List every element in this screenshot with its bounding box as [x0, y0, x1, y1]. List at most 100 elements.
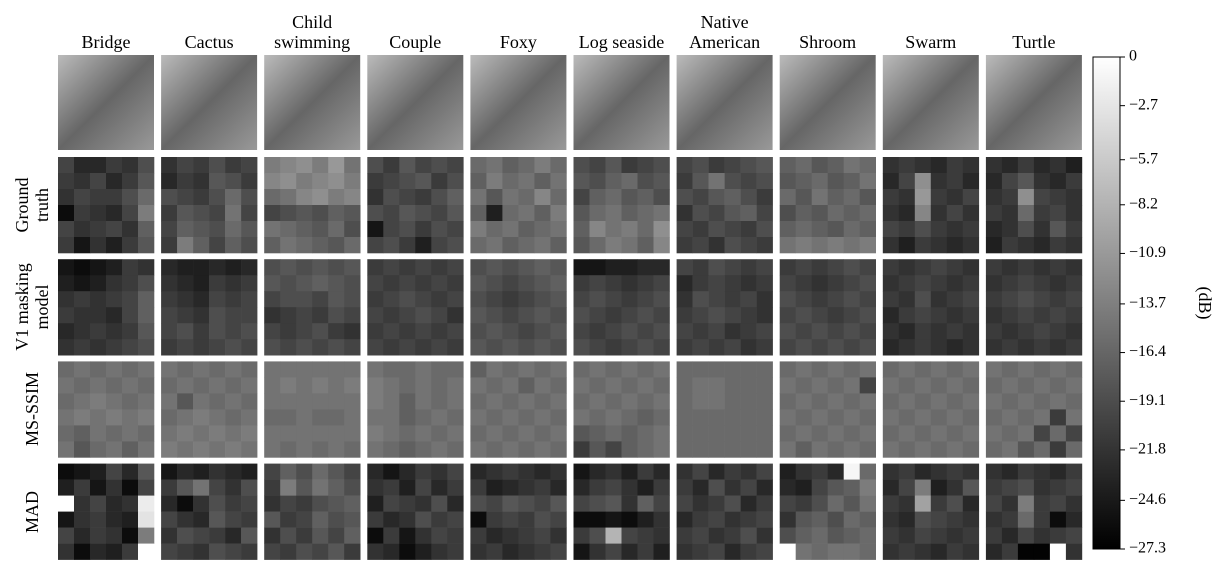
heatmap-cell	[931, 307, 947, 323]
heatmap-cell	[328, 339, 344, 355]
heatmap-cell	[828, 237, 844, 253]
heatmap-cell	[122, 259, 138, 275]
heatmap-cell	[844, 425, 860, 441]
heatmap-cell	[860, 339, 876, 355]
heatmap-cell	[106, 528, 122, 544]
heatmap-cell	[264, 496, 280, 512]
heatmap-cell	[812, 323, 828, 339]
heatmap-cell	[915, 221, 931, 237]
heatmap-cell	[1002, 275, 1018, 291]
figure: (dB) 0−2.7−5.7−8.2−10.9−13.7−16.4−19.1−2…	[0, 0, 1221, 562]
heatmap-cell	[470, 361, 486, 377]
heatmap-cell	[622, 425, 638, 441]
heatmap-cell	[209, 189, 225, 205]
heatmap-cell	[757, 544, 773, 560]
heatmap-cell	[931, 339, 947, 355]
heatmap-cell	[741, 425, 757, 441]
heatmap-cell	[844, 544, 860, 560]
heatmap-cell	[844, 496, 860, 512]
heatmap-cell	[1066, 339, 1082, 355]
heatmap-cell	[1018, 393, 1034, 409]
heatmap-cell	[1002, 323, 1018, 339]
heatmap-cell	[367, 189, 383, 205]
heatmap-cell	[606, 259, 622, 275]
heatmap-cell	[344, 221, 360, 237]
heatmap-cell	[264, 291, 280, 307]
heatmap-cell	[677, 157, 693, 173]
heatmap-cell	[225, 528, 241, 544]
heatmap-cell	[431, 157, 447, 173]
heatmap-cell	[241, 361, 257, 377]
heatmap-cell	[280, 259, 296, 275]
heatmap-cell	[122, 307, 138, 323]
heatmap-cell	[399, 425, 415, 441]
heatmap-cell	[931, 291, 947, 307]
heatmap-cell	[486, 275, 502, 291]
heatmap-cell	[399, 189, 415, 205]
heatmap-cell	[883, 221, 899, 237]
heatmap-cell	[161, 496, 177, 512]
heatmap-cell	[264, 425, 280, 441]
heatmap-cell	[74, 339, 90, 355]
heatmap-cell	[58, 409, 74, 425]
heatmap-cell	[899, 173, 915, 189]
heatmap-cell	[225, 512, 241, 528]
heatmap-cell	[709, 173, 725, 189]
heatmap-cell	[828, 480, 844, 496]
heatmap-cell	[931, 393, 947, 409]
heatmap-cell	[812, 512, 828, 528]
heatmap-cell	[1002, 259, 1018, 275]
heatmap-cell	[638, 528, 654, 544]
heatmap-cell	[106, 275, 122, 291]
heatmap-cell	[844, 409, 860, 425]
heatmap-cell	[241, 441, 257, 457]
heatmap-cell	[122, 189, 138, 205]
heatmap-cell	[606, 237, 622, 253]
heatmap-cell	[193, 425, 209, 441]
heatmap-cell	[590, 259, 606, 275]
heatmap-cell	[693, 259, 709, 275]
heatmap-cell	[383, 339, 399, 355]
heatmap-cell	[899, 409, 915, 425]
heatmap-cell	[399, 157, 415, 173]
heatmap-cell	[447, 480, 463, 496]
heatmap-cell	[574, 393, 590, 409]
heatmap-cell	[860, 323, 876, 339]
heatmap-cell	[883, 377, 899, 393]
heatmap-cell	[654, 361, 670, 377]
heatmap-cell	[741, 323, 757, 339]
heatmap-cell	[915, 393, 931, 409]
heatmap-cell	[622, 339, 638, 355]
heatmap-cell	[367, 393, 383, 409]
heatmap-cell	[1066, 221, 1082, 237]
heatmap-cell	[780, 425, 796, 441]
heatmap-cell	[677, 307, 693, 323]
heatmap-cell	[741, 496, 757, 512]
heatmap-cell	[590, 221, 606, 237]
heatmap-cell	[709, 275, 725, 291]
heatmap-cell	[796, 189, 812, 205]
heatmap-cell	[383, 441, 399, 457]
heatmap-cell	[241, 259, 257, 275]
heatmap-cell	[1018, 291, 1034, 307]
heatmap-cell	[383, 361, 399, 377]
heatmap-cell	[367, 157, 383, 173]
heatmap-cell	[106, 393, 122, 409]
heatmap-cell	[1050, 480, 1066, 496]
heatmap-cell	[534, 259, 550, 275]
heatmap-cell	[550, 361, 566, 377]
heatmap-cell	[1002, 339, 1018, 355]
heatmap-cell	[1034, 480, 1050, 496]
heatmap-cell	[986, 480, 1002, 496]
heatmap-cell	[883, 425, 899, 441]
heatmap-cell	[161, 323, 177, 339]
heatmap-cell	[106, 307, 122, 323]
heatmap-cell	[518, 259, 534, 275]
heatmap-cell	[1018, 377, 1034, 393]
heatmap-cell	[312, 205, 328, 221]
heatmap-cell	[677, 323, 693, 339]
heatmap-cell	[1050, 496, 1066, 512]
heatmap-cell	[296, 544, 312, 560]
heatmap-cell	[399, 528, 415, 544]
heatmap-cell	[757, 237, 773, 253]
